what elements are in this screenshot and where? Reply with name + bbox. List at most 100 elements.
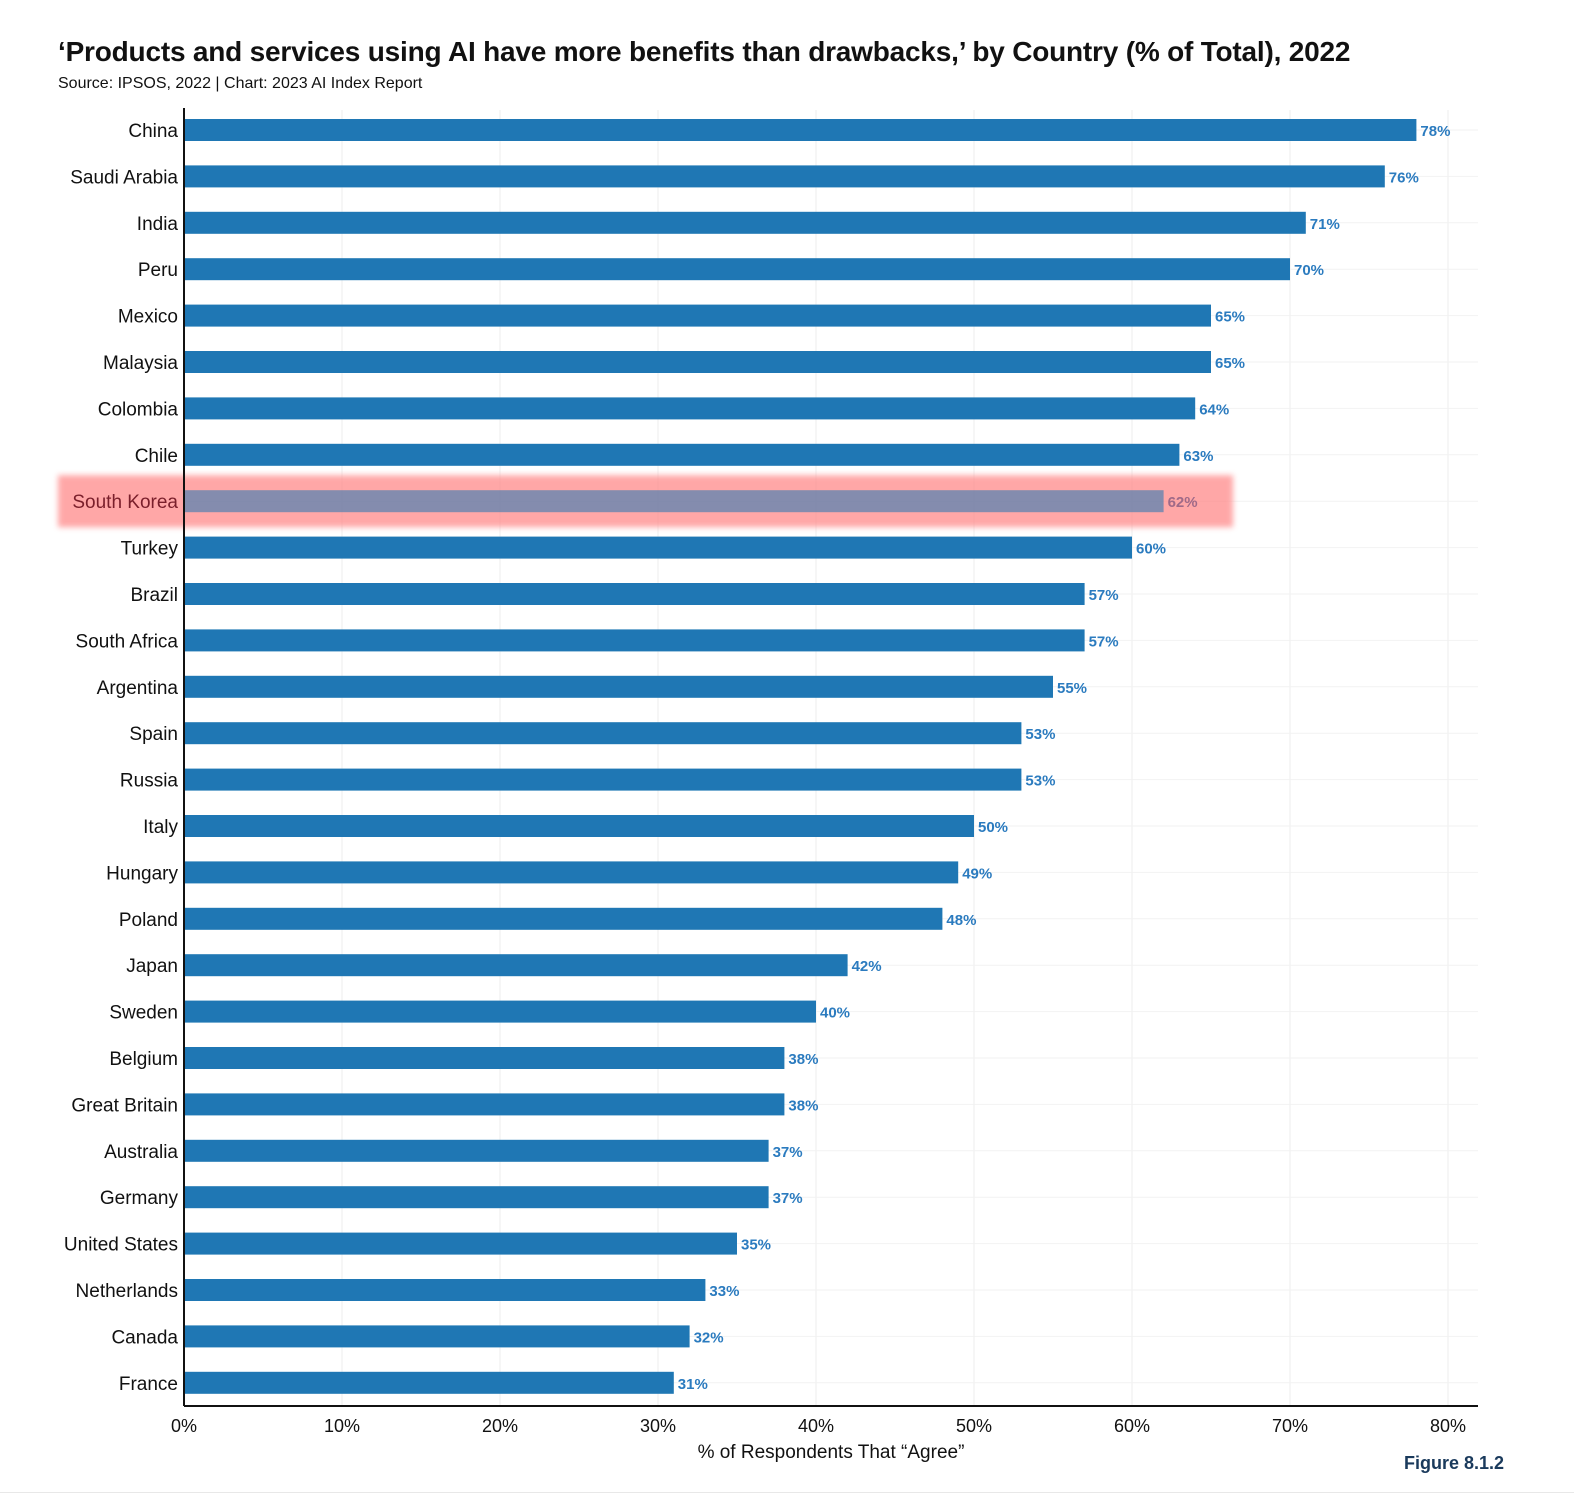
labels: 78% China 76% Saudi Arabia 71% India 70% Peru 65… <box>64 121 1451 1395</box>
x-tick-label: 0% <box>171 1416 197 1436</box>
x-tick-label: 40% <box>798 1416 834 1436</box>
category-label: China <box>128 121 178 142</box>
value-label: 33% <box>709 1283 739 1300</box>
bar-saudi-arabia <box>184 165 1385 188</box>
category-label: Poland <box>119 910 178 931</box>
value-label: 76% <box>1389 169 1419 186</box>
bar-chile <box>184 443 1180 466</box>
bar-india <box>184 211 1306 234</box>
category-label: Chile <box>135 446 178 467</box>
x-tick-label: 10% <box>324 1416 360 1436</box>
category-label: Belgium <box>109 1049 178 1070</box>
category-label: Netherlands <box>76 1281 178 1302</box>
bar-brazil <box>184 583 1085 605</box>
bars <box>184 119 1417 1394</box>
value-label: 57% <box>1089 633 1119 650</box>
value-label: 65% <box>1215 309 1245 326</box>
value-label: 70% <box>1294 262 1324 279</box>
category-label: South Korea <box>72 492 178 513</box>
category-label: Malaysia <box>103 353 178 374</box>
value-label: 50% <box>978 819 1008 836</box>
bar-netherlands <box>184 1279 706 1301</box>
x-tick-label: 80% <box>1430 1416 1466 1436</box>
value-label: 53% <box>1025 773 1055 790</box>
value-label: 53% <box>1025 726 1055 743</box>
category-label: South Africa <box>76 631 179 652</box>
category-label: India <box>137 214 179 235</box>
chart-subtitle: Source: IPSOS, 2022 | Chart: 2023 AI Ind… <box>58 75 423 92</box>
value-label: 57% <box>1089 587 1119 604</box>
value-label: 32% <box>694 1329 724 1346</box>
value-label: 37% <box>773 1144 803 1161</box>
bar-poland <box>184 907 943 930</box>
bar-colombia <box>184 397 1196 420</box>
x-tick-label: 50% <box>956 1416 992 1436</box>
bar-peru <box>184 258 1290 281</box>
bar-france <box>184 1371 674 1394</box>
bar-united-states <box>184 1232 737 1255</box>
bar-canada <box>184 1325 690 1348</box>
bar-japan <box>184 954 848 977</box>
bar-argentina <box>184 675 1053 698</box>
value-label: 37% <box>773 1190 803 1207</box>
category-label: Japan <box>126 956 178 977</box>
axes: 0% 10% 20% 30% 40% 50% 60% 70% 80% % of Responden… <box>171 108 1478 1463</box>
category-label: Colombia <box>98 399 179 420</box>
value-label: 60% <box>1136 541 1166 558</box>
bottom-rule <box>0 1492 1574 1493</box>
x-tick-label: 70% <box>1272 1416 1308 1436</box>
bar-italy <box>184 815 974 837</box>
bar-mexico <box>184 304 1211 327</box>
category-label: Sweden <box>109 1003 178 1024</box>
category-label: France <box>119 1374 178 1395</box>
bar-malaysia <box>184 351 1211 373</box>
category-label: Hungary <box>106 863 178 884</box>
bar-great-britain <box>184 1093 785 1116</box>
value-label: 55% <box>1057 680 1087 697</box>
category-label: Germany <box>100 1188 179 1209</box>
bar-belgium <box>184 1047 785 1069</box>
value-label: 40% <box>820 1005 850 1022</box>
value-label: 71% <box>1310 216 1340 233</box>
gridlines <box>184 110 1478 1406</box>
category-label: Mexico <box>118 307 178 328</box>
value-label: 31% <box>678 1376 708 1393</box>
category-label: Australia <box>104 1142 178 1163</box>
category-label: Turkey <box>121 539 179 560</box>
category-label: Russia <box>120 771 179 792</box>
category-label: Spain <box>129 724 178 745</box>
chart-title: ‘Products and services using AI have mor… <box>58 36 1351 67</box>
x-axis-title: % of Respondents That “Agree” <box>698 1442 965 1463</box>
category-label: Brazil <box>130 585 178 606</box>
value-label: 63% <box>1183 448 1213 465</box>
value-label: 62% <box>1168 494 1198 511</box>
category-label: Peru <box>138 260 178 281</box>
value-label: 65% <box>1215 355 1245 372</box>
category-label: Great Britain <box>71 1095 178 1116</box>
bar-spain <box>184 722 1022 745</box>
category-label: Italy <box>143 817 178 838</box>
bar-china <box>184 119 1417 141</box>
bar-sweden <box>184 1000 816 1023</box>
value-label: 42% <box>852 958 882 975</box>
x-tick-label: 60% <box>1114 1416 1150 1436</box>
bar-russia <box>184 768 1022 791</box>
value-label: 48% <box>946 912 976 929</box>
value-label: 78% <box>1420 123 1450 140</box>
bar-australia <box>184 1139 769 1162</box>
bar-south-africa <box>184 629 1085 652</box>
bar-germany <box>184 1186 769 1209</box>
bar-turkey <box>184 536 1132 559</box>
bar-south-korea <box>184 490 1164 513</box>
x-tick-label: 30% <box>640 1416 676 1436</box>
value-label: 64% <box>1199 401 1229 418</box>
value-label: 38% <box>788 1097 818 1114</box>
category-label: Canada <box>111 1327 178 1348</box>
category-label: United States <box>64 1235 178 1256</box>
value-label: 35% <box>741 1237 771 1254</box>
category-label: Saudi Arabia <box>70 167 178 188</box>
category-label: Argentina <box>97 678 179 699</box>
value-label: 38% <box>788 1051 818 1068</box>
x-tick-label: 20% <box>482 1416 518 1436</box>
